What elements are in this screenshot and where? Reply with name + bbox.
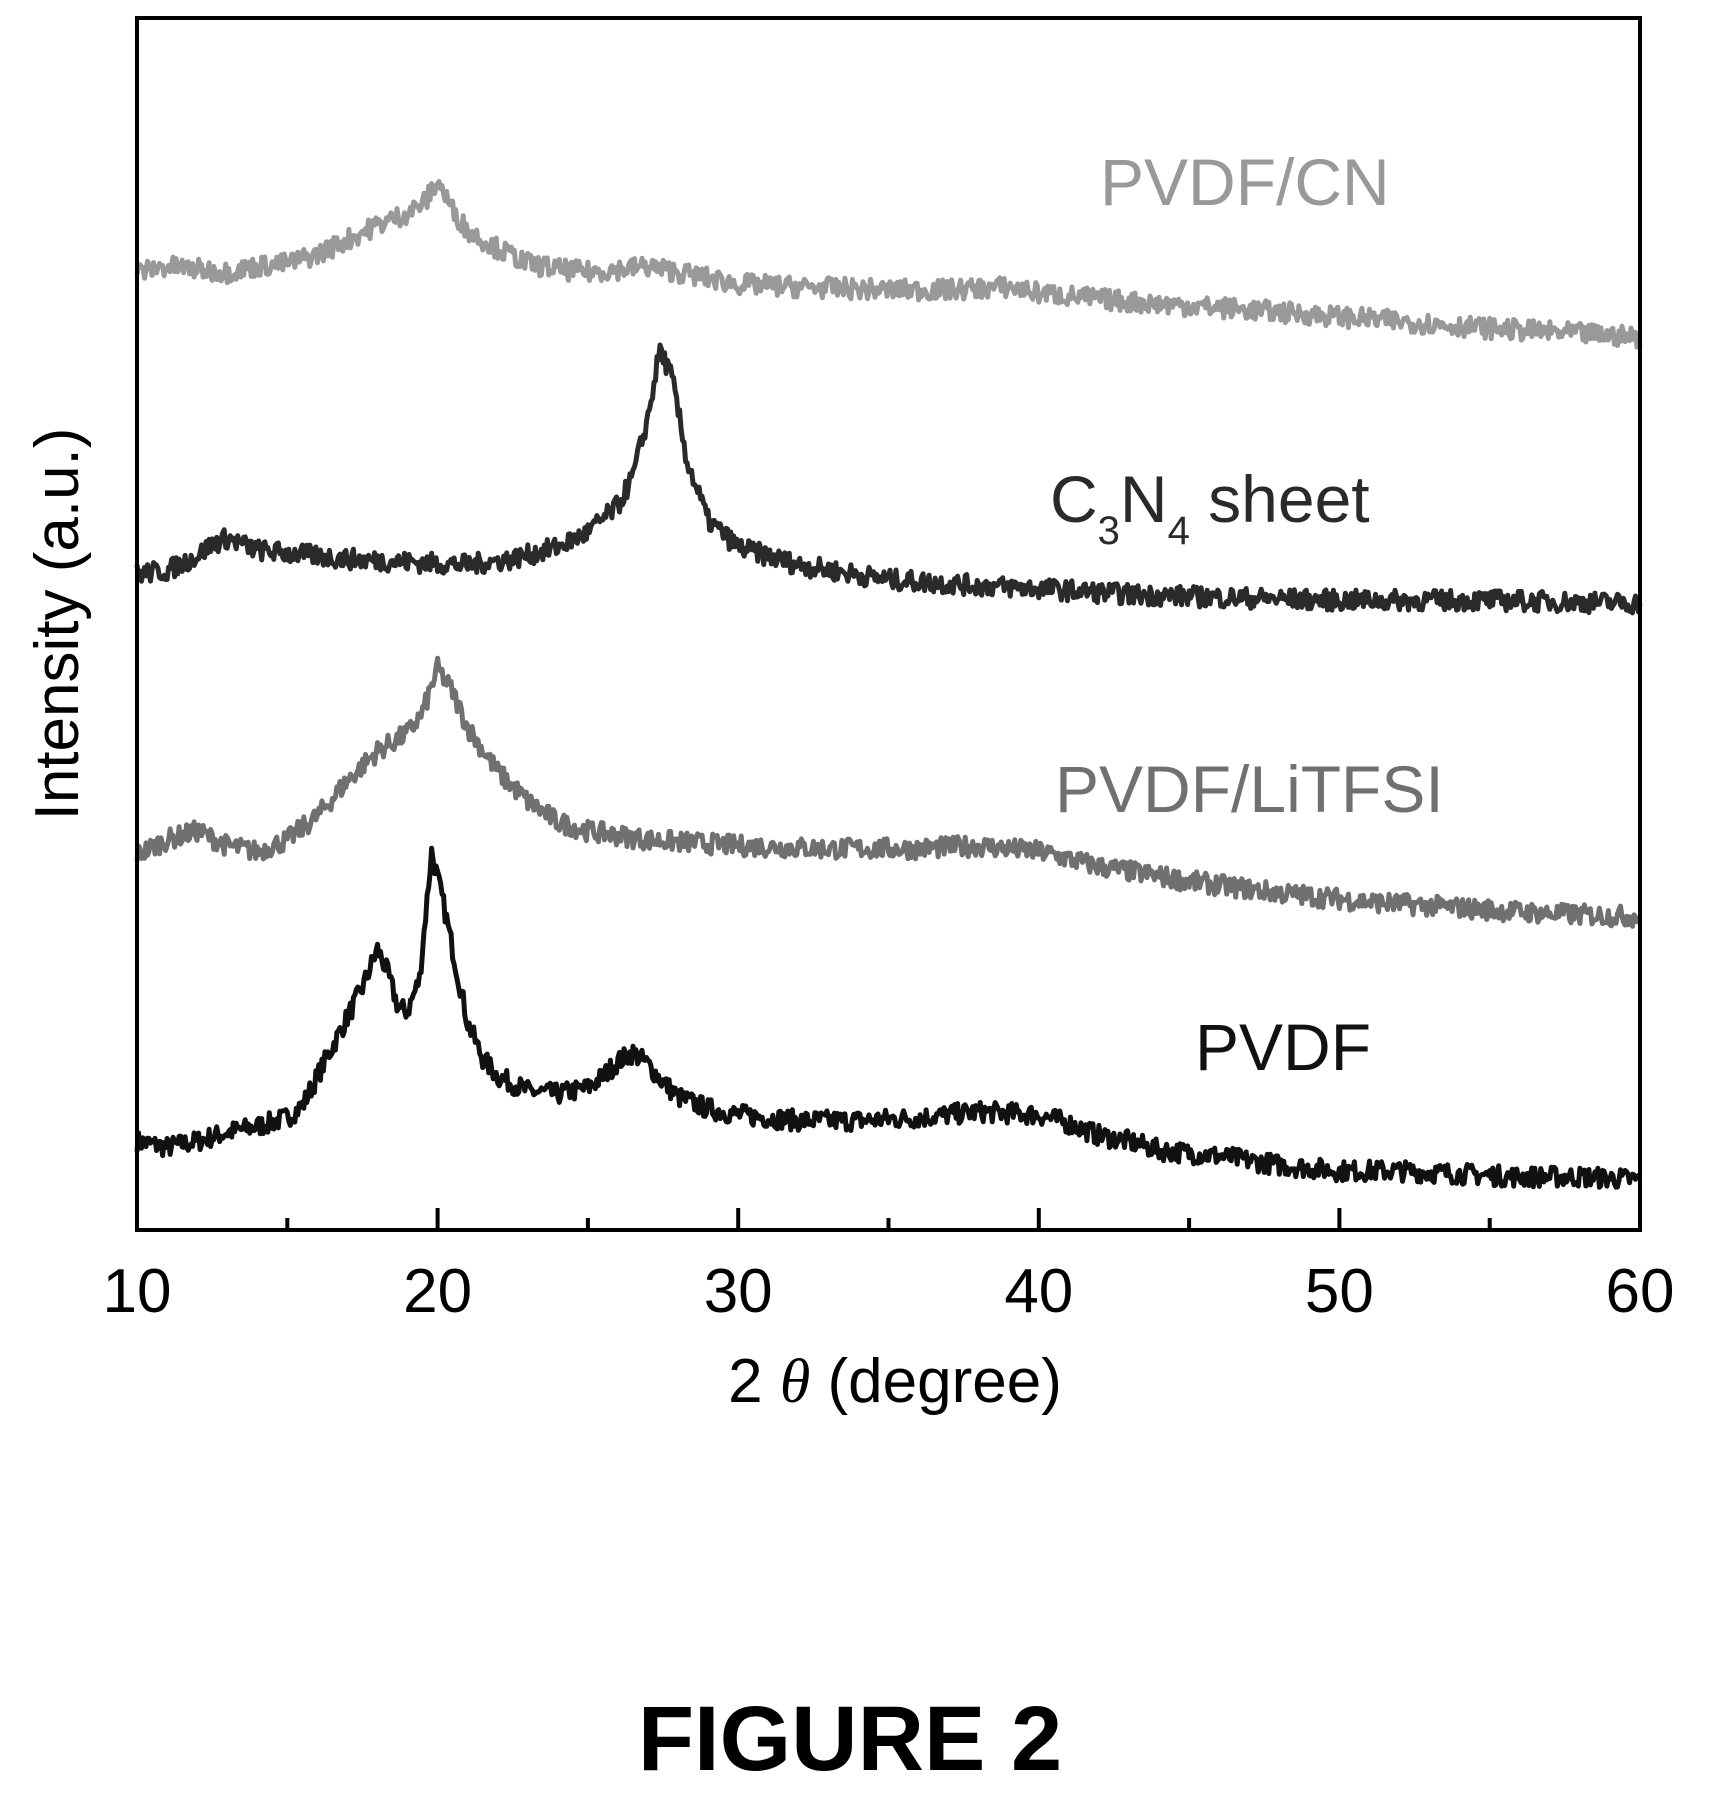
series-label-subscript: 3 [1098,509,1120,553]
series-label-part: PVDF [1195,1010,1371,1084]
series-label-c3n4-sheet: C3N4 sheet [1050,462,1370,553]
series-line-pvdf-cn [134,179,1643,350]
plot-area [134,16,1643,1232]
series-label-part: PVDF/CN [1100,145,1390,219]
x-tick-label: 50 [1305,1257,1374,1326]
plot-frame [135,16,1642,1232]
series-label-pvdf: PVDF [1195,1010,1371,1084]
y-axis-title: Intensity (a.u.) [23,428,92,821]
x-tick-label: 10 [103,1257,172,1326]
series-label-part: sheet [1190,462,1370,536]
x-axis-ticks [135,1208,1642,1230]
series-line-pvdf [134,845,1643,1190]
x-tick-label: 40 [1004,1257,1073,1326]
x-tick-label: 60 [1606,1257,1675,1326]
x-tick-label: 20 [403,1257,472,1326]
series-label-pvdf-litfsi: PVDF/LiTFSI [1055,752,1444,826]
figure-caption: FIGURE 2 [638,1688,1062,1790]
series-label-part: C [1050,462,1098,536]
series-line-pvdf-litfsi [134,655,1643,929]
x-axis-tick-labels: 10 20 30 40 50 60 [103,1257,1675,1326]
x-axis-title-symbol: θ [780,1348,810,1416]
series-label-pvdf-cn: PVDF/CN [1100,145,1390,219]
x-axis-title: 2 θ (degree) [728,1347,1062,1416]
series-layer [134,179,1643,1190]
x-axis-title-suffix: (degree) [810,1347,1062,1416]
series-line-c3n4-sheet [134,342,1643,616]
series-labels: PVDF PVDF/LiTFSI C3N4 sheet PVDF/CN [1050,145,1444,1084]
series-label-part: PVDF/LiTFSI [1055,752,1444,826]
x-axis-title-prefix: 2 [728,1347,780,1416]
x-tick-label: 30 [704,1257,773,1326]
series-label-subscript: 4 [1168,509,1190,553]
series-label-part: N [1120,462,1168,536]
